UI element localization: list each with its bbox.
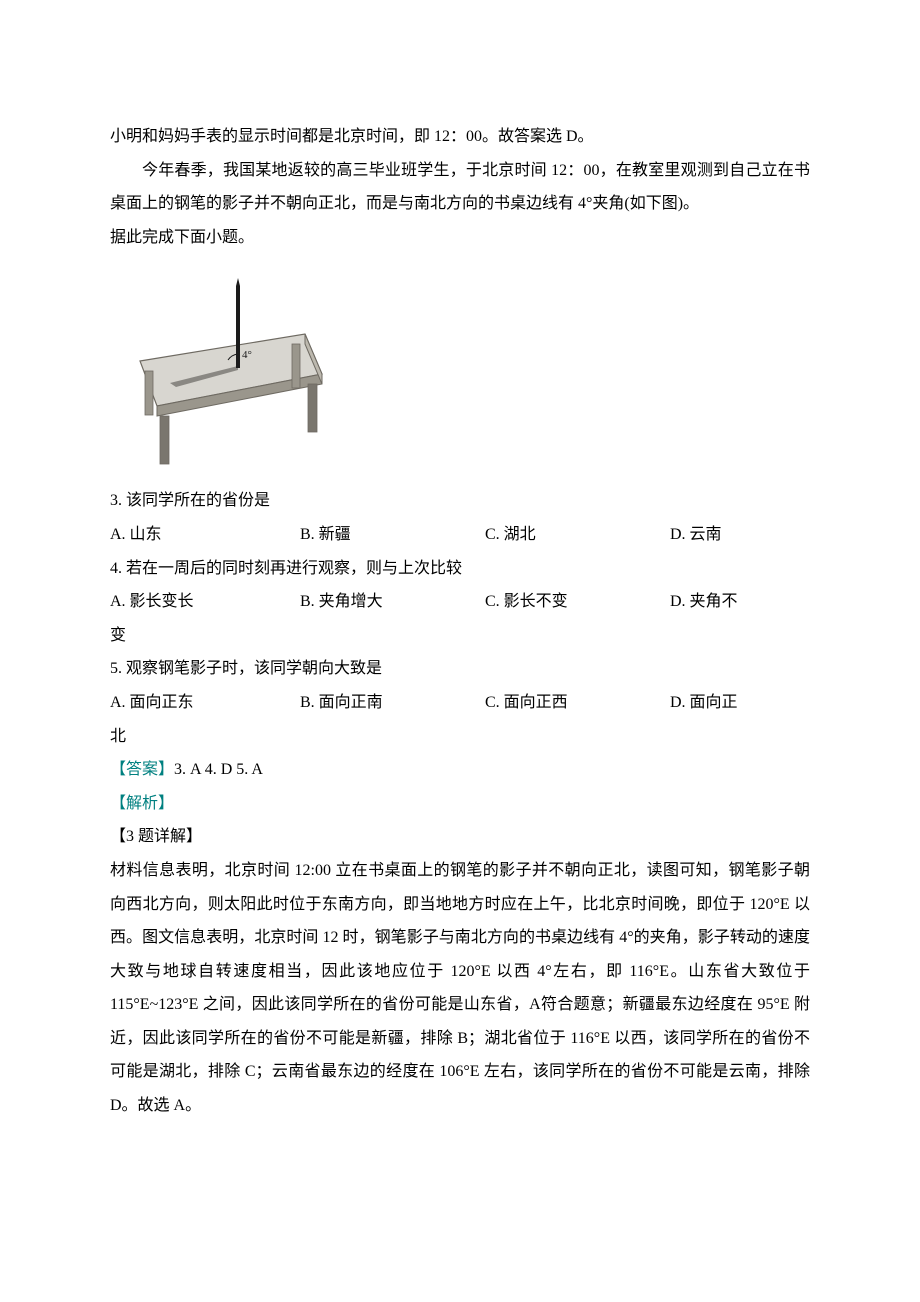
desk-leg-br	[292, 344, 300, 388]
q5-option-c: C. 面向正西	[485, 686, 670, 720]
angle-label: 4°	[242, 349, 252, 361]
q5-options: A. 面向正东 B. 面向正南 C. 面向正西 D. 面向正	[110, 686, 810, 720]
answer-text: 3. A 4. D 5. A	[174, 761, 263, 778]
desk-leg-bl	[145, 371, 153, 415]
q3-detail-body: 材料信息表明，北京时间 12:00 立在书桌面上的钢笔的影子并不朝向正北，读图可…	[110, 854, 810, 1123]
desk-leg-fl	[160, 416, 169, 464]
scenario-instruction: 据此完成下面小题。	[110, 221, 810, 255]
q3-option-c: C. 湖北	[485, 518, 670, 552]
q5-option-d-part2: 北	[110, 720, 810, 754]
answer-label: 【答案】	[110, 761, 174, 778]
q5-option-a: A. 面向正东	[110, 686, 300, 720]
q4-option-d-part1: D. 夹角不	[670, 585, 790, 619]
analysis-label: 【解析】	[110, 787, 810, 821]
q3-stem: 3. 该同学所在的省份是	[110, 484, 810, 518]
q3-detail-header: 【3 题详解】	[110, 820, 810, 854]
q4-option-b: B. 夹角增大	[300, 585, 485, 619]
q5-stem: 5. 观察钢笔影子时，该同学朝向大致是	[110, 652, 810, 686]
q3-option-d: D. 云南	[670, 518, 790, 552]
q3-option-b: B. 新疆	[300, 518, 485, 552]
pen-body	[236, 286, 240, 368]
scenario-paragraph: 今年春季，我国某地返较的高三毕业班学生，于北京时间 12：00，在教室里观测到自…	[110, 154, 810, 221]
desk-leg-fr	[308, 384, 317, 432]
pen-tip	[236, 278, 240, 286]
q4-stem: 4. 若在一周后的同时刻再进行观察，则与上次比较	[110, 552, 810, 586]
document-page: 小明和妈妈手表的显示时间都是北京时间，即 12：00。故答案选 D。 今年春季，…	[0, 0, 920, 1302]
q4-option-c: C. 影长不变	[485, 585, 670, 619]
answer-line: 【答案】3. A 4. D 5. A	[110, 753, 810, 787]
desk-figure: 4°	[110, 266, 810, 476]
q5-option-d-part1: D. 面向正	[670, 686, 790, 720]
q5-option-b: B. 面向正南	[300, 686, 485, 720]
q4-option-a: A. 影长变长	[110, 585, 300, 619]
desk-illustration-svg: 4°	[110, 266, 340, 476]
q3-option-a: A. 山东	[110, 518, 300, 552]
q4-option-d-part2: 变	[110, 619, 810, 653]
q4-options: A. 影长变长 B. 夹角增大 C. 影长不变 D. 夹角不	[110, 585, 810, 619]
prev-explanation-tail: 小明和妈妈手表的显示时间都是北京时间，即 12：00。故答案选 D。	[110, 120, 810, 154]
q3-options: A. 山东 B. 新疆 C. 湖北 D. 云南	[110, 518, 810, 552]
